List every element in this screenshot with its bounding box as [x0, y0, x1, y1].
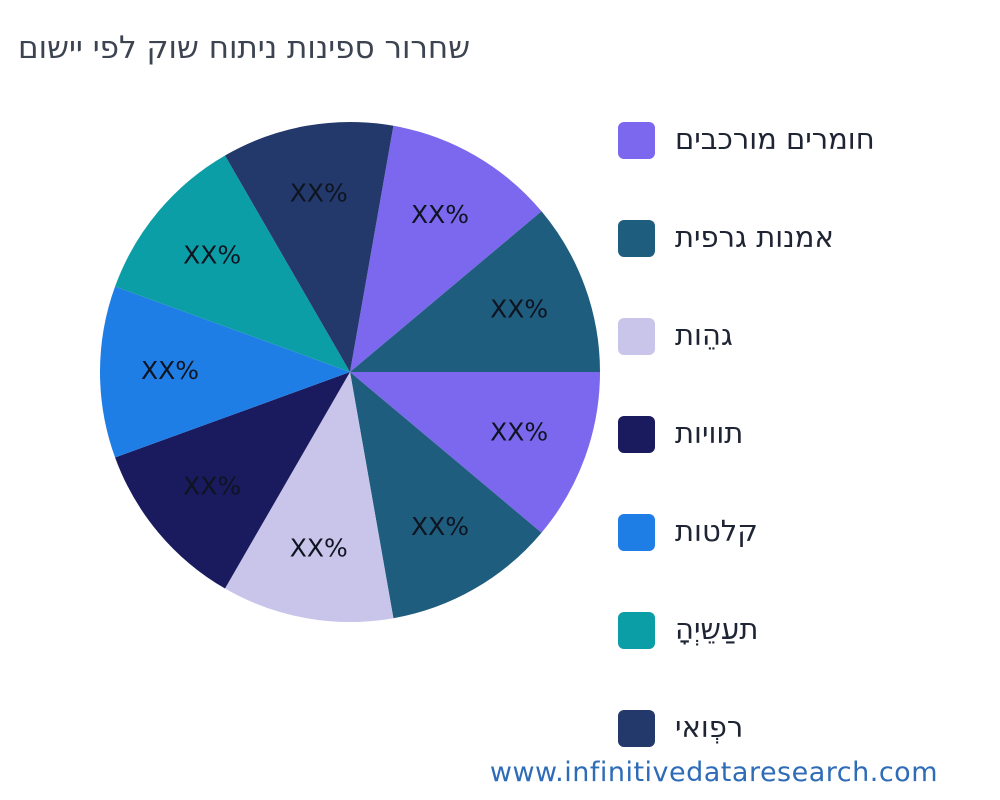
legend-item: רפְואי — [618, 706, 978, 750]
legend-item: גהֵות — [618, 314, 978, 358]
legend-label: רפְואי — [675, 710, 744, 745]
chart-title: שחרור ספינות ניתוח שוק לפי יישום — [18, 30, 471, 66]
legend-item: תוויות — [618, 412, 978, 456]
legend: חומרים מורכבים אמנות גרפית גהֵות תוויות קלטו… — [618, 118, 978, 800]
legend-swatch — [618, 709, 655, 747]
pie-slice-label: XX% — [411, 512, 469, 541]
pie-slice — [225, 122, 394, 373]
pie-slice-label: XX% — [183, 472, 241, 501]
pie-slice-label: XX% — [290, 533, 348, 562]
watermark-link[interactable]: www.infinitivedataresearch.com — [489, 757, 938, 788]
legend-label: תוויות — [675, 416, 744, 451]
pie-slice-label: XX% — [490, 418, 548, 447]
legend-label: תעַשֵיְהָ — [675, 612, 759, 647]
pie-slice-label: XX% — [290, 179, 348, 208]
legend-swatch — [618, 317, 655, 355]
pie-slice-label: XX% — [141, 356, 199, 385]
pie-slice-label: XX% — [411, 200, 469, 229]
legend-swatch — [618, 121, 655, 159]
legend-item: חומרים מורכבים — [618, 118, 978, 162]
legend-label: קלטות — [675, 514, 758, 549]
legend-item: תעַשֵיְהָ — [618, 608, 978, 652]
pie-slice — [350, 125, 542, 372]
legend-swatch — [618, 513, 655, 551]
pie-slice — [100, 286, 351, 458]
legend-item: קלטות — [618, 510, 978, 554]
pie-slice — [350, 372, 600, 533]
legend-item: אמנות גרפית — [618, 216, 978, 260]
pie-slice — [350, 372, 542, 619]
pie-slice — [350, 211, 600, 372]
pie-slice — [225, 372, 394, 622]
pie-slice-label: XX% — [183, 240, 241, 269]
pie-slice — [115, 155, 350, 372]
legend-label: אמנות גרפית — [675, 220, 834, 255]
legend-label: חומרים מורכבים — [675, 122, 875, 157]
legend-swatch — [618, 415, 655, 453]
legend-swatch — [618, 219, 655, 257]
pie-slice-label: XX% — [490, 294, 548, 323]
legend-swatch — [618, 611, 655, 649]
pie-slice — [115, 372, 350, 589]
legend-label: גהֵות — [675, 318, 733, 353]
